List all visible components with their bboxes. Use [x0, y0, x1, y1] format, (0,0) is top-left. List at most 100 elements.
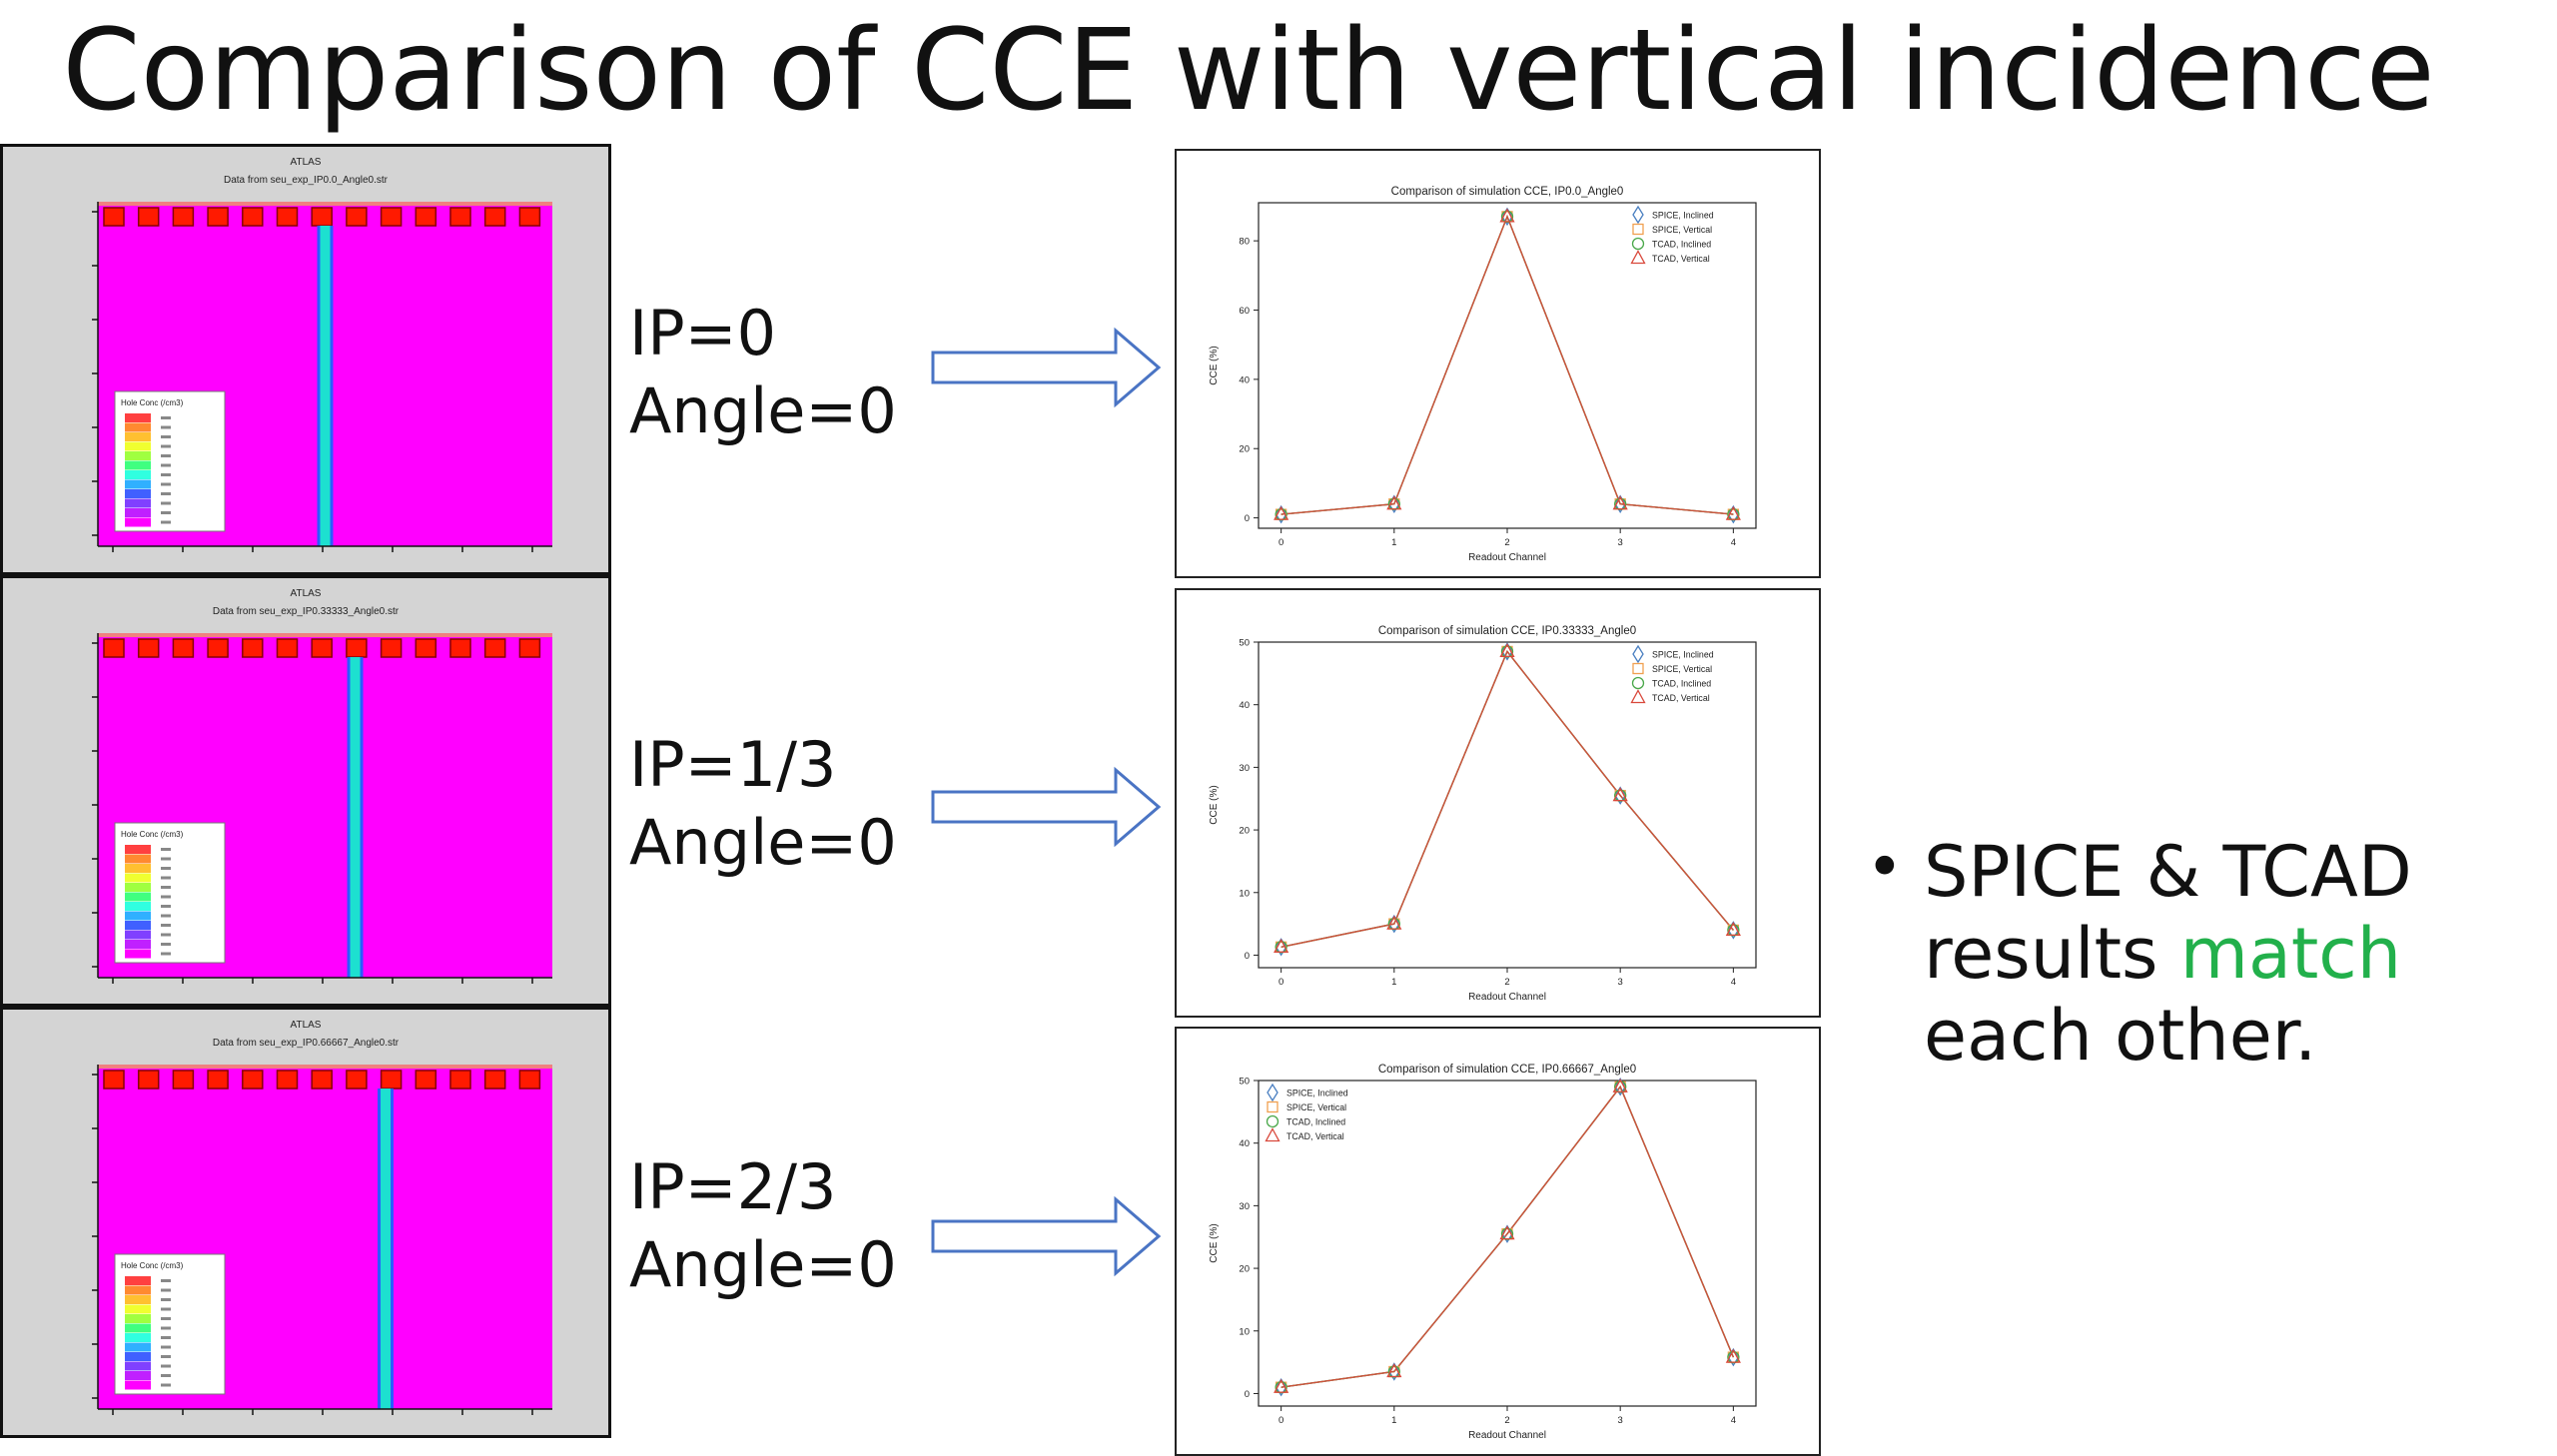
tcad-electrode	[311, 207, 333, 227]
tcad-legend-value	[161, 473, 171, 476]
tcad-legend-swatch	[125, 864, 151, 873]
tcad-legend-swatch	[125, 883, 151, 892]
y-axis-label: CCE (%)	[1209, 346, 1220, 384]
legend-label: SPICE, Inclined	[1286, 1089, 1348, 1098]
tcad-legend-value	[161, 444, 171, 448]
bullet-text-part2: each other.	[1924, 995, 2317, 1077]
chart-point	[1275, 1377, 1287, 1397]
y-tick-label: 50	[1239, 638, 1250, 649]
angle-label: Angle=0	[629, 1228, 897, 1301]
y-tick-label: 20	[1239, 444, 1250, 455]
tcad-legend-value	[161, 867, 171, 870]
legend-label: TCAD, Inclined	[1652, 240, 1711, 250]
tcad-legend-swatch	[125, 1380, 151, 1390]
tcad-electrode	[483, 207, 506, 227]
series-markers	[1275, 645, 1740, 954]
x-axis-label: Readout Channel	[1468, 552, 1546, 563]
tcad-legend-title: Hole Conc (/cm3)	[121, 398, 184, 407]
tcad-electrode	[172, 1070, 195, 1090]
ip-label: IP=1/3	[629, 728, 837, 801]
y-tick-label: 10	[1239, 1326, 1250, 1337]
tcad-legend-value	[161, 943, 171, 946]
x-tick-label: 2	[1504, 537, 1509, 548]
tcad-electrode	[483, 1070, 506, 1090]
tcad-charge-track	[381, 1089, 392, 1409]
tcad-legend-swatch	[125, 498, 151, 508]
cce-chart-panel: Comparison of simulation CCE, IP0.66667_…	[1175, 1027, 1821, 1456]
tcad-legend-swatch	[125, 1276, 151, 1285]
tcad-legend-value	[161, 848, 171, 851]
tcad-legend-swatch	[125, 460, 151, 470]
x-axis-label: Readout Channel	[1468, 992, 1546, 1003]
angle-label: Angle=0	[629, 374, 897, 447]
chart-frame	[1258, 1080, 1757, 1407]
chart-point	[1501, 207, 1513, 227]
tcad-electrode	[207, 207, 229, 227]
tcad-electrode	[276, 207, 299, 227]
tcad-legend-value	[161, 492, 171, 495]
right-arrow-icon	[931, 764, 1165, 855]
series-markers	[1275, 1081, 1740, 1394]
chart-point	[1274, 938, 1289, 953]
y-tick-label: 30	[1239, 763, 1250, 774]
chart-svg: Comparison of simulation CCE, IP0.66667_…	[1209, 1064, 1757, 1441]
x-tick-label: 0	[1278, 977, 1283, 988]
tcad-charge-track	[320, 226, 331, 546]
tcad-header: ATLAS	[291, 157, 322, 168]
tcad-legend-value	[161, 425, 171, 429]
legend-label: SPICE, Vertical	[1652, 225, 1712, 235]
tcad-legend-title: Hole Conc (/cm3)	[121, 830, 184, 839]
chart-point	[1630, 689, 1646, 704]
series-markers	[1275, 207, 1740, 524]
chart-point	[1725, 922, 1741, 937]
chart-title: Comparison of simulation CCE, IP0.66667_…	[1378, 1064, 1636, 1076]
tcad-electrode	[415, 1070, 437, 1090]
x-tick-label: 1	[1391, 1415, 1396, 1426]
tcad-legend-swatch	[125, 1285, 151, 1295]
tcad-legend-value	[161, 501, 171, 505]
tcad-electrode	[415, 638, 437, 658]
series-markers	[1275, 1081, 1740, 1393]
chart-point	[1499, 208, 1515, 223]
y-tick-label: 0	[1245, 1389, 1250, 1400]
angle-label: Angle=0	[629, 806, 897, 879]
y-tick-label: 20	[1239, 826, 1250, 837]
tcad-electrode	[172, 638, 195, 658]
tcad-legend-value	[161, 905, 171, 908]
legend-label: TCAD, Vertical	[1286, 1131, 1344, 1141]
tcad-legend-swatch	[125, 470, 151, 479]
legend-label: SPICE, Inclined	[1652, 650, 1714, 660]
tcad-legend-swatch	[125, 1323, 151, 1333]
tcad-header: ATLAS	[291, 1020, 322, 1031]
tcad-legend-swatch	[125, 1333, 151, 1342]
chart-point	[1727, 921, 1740, 940]
tcad-legend-swatch	[125, 1342, 151, 1352]
chart-point	[1275, 504, 1287, 524]
tcad-electrode	[449, 1070, 471, 1090]
tcad-surface-layer	[98, 202, 552, 206]
tcad-legend-swatch	[125, 432, 151, 441]
tcad-legend-value	[161, 1298, 171, 1301]
y-axis-label: CCE (%)	[1209, 785, 1220, 824]
tcad-header: ATLAS	[291, 588, 322, 599]
chart-point	[1388, 494, 1400, 513]
chart-point	[1631, 237, 1645, 251]
chart-point	[1274, 1378, 1289, 1393]
tcad-legend-value	[161, 1288, 171, 1292]
chart-point	[1499, 643, 1515, 658]
chart-point	[1614, 494, 1626, 513]
tcad-legend-value	[161, 416, 171, 419]
legend-label: TCAD, Vertical	[1652, 693, 1710, 703]
chart-frame	[1258, 202, 1757, 529]
right-arrow-icon	[931, 325, 1165, 415]
x-tick-label: 4	[1731, 1415, 1736, 1426]
tcad-plot-panel: ATLAS Data from seu_exp_IP0.0_Angle0.str H…	[0, 144, 611, 575]
x-tick-label: 2	[1504, 1415, 1509, 1426]
x-tick-label: 3	[1618, 537, 1623, 548]
tcad-subtitle: Data from seu_exp_IP0.66667_Angle0.str	[213, 1038, 400, 1049]
series-line	[1280, 1085, 1735, 1388]
x-tick-label: 0	[1278, 537, 1283, 548]
y-tick-label: 40	[1239, 374, 1250, 385]
series-markers	[1274, 1078, 1741, 1393]
tcad-legend-swatch	[125, 508, 151, 517]
